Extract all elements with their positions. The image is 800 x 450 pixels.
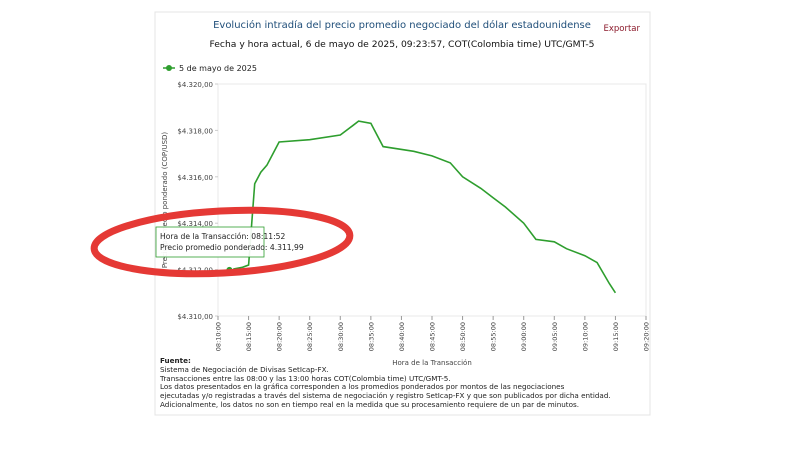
x-tick-label: 08:25:00 — [306, 322, 314, 351]
y-tick-label: $4.320,00 — [177, 81, 213, 89]
x-tick-label: 08:10:00 — [215, 322, 223, 351]
price-line — [229, 120, 617, 294]
x-tick-label: 08:30:00 — [337, 322, 345, 351]
note-line: ejecutadas y/o registradas a través del … — [160, 391, 611, 401]
y-tick-label: $4.314,00 — [177, 220, 213, 228]
export-link[interactable]: Exportar — [603, 24, 640, 34]
legend-label: 5 de mayo de 2025 — [179, 64, 257, 73]
x-tick-label: 09:05:00 — [551, 322, 559, 351]
y-axis-label: Precio promedio ponderado (COP/USD) — [161, 132, 169, 269]
x-tick-label: 08:20:00 — [276, 322, 284, 351]
x-tick-label: 08:55:00 — [490, 322, 498, 351]
note-line: Adicionalmente, los datos no son en tiem… — [160, 399, 580, 409]
y-tick-label: $4.318,00 — [177, 127, 213, 135]
note-line: Sistema de Negociación de Divisas SetIca… — [160, 364, 329, 374]
notes: Fuente: Sistema de Negociación de Divisa… — [160, 356, 611, 410]
x-tick-label: 08:15:00 — [245, 322, 253, 351]
x-tick-label: 09:15:00 — [612, 322, 620, 351]
tooltip-box — [155, 226, 265, 258]
x-tick-label: 09:10:00 — [581, 322, 589, 351]
tooltip-line: Hora de la Transacción: 08:11:52 — [160, 232, 286, 241]
note-line: Transacciones entre las 08:00 y las 13:0… — [160, 373, 451, 383]
tooltip-line: Precio promedio ponderado: 4.311,99 — [160, 243, 304, 252]
chart-subtitle: Fecha y hora actual, 6 de mayo de 2025, … — [209, 39, 594, 50]
chart-title: Evolución intradía del precio promedio n… — [213, 19, 591, 31]
note-line: Los datos presentados en la gráfica corr… — [160, 382, 565, 392]
x-tick-label: 09:20:00 — [643, 322, 651, 351]
x-tick-label: 08:45:00 — [429, 322, 437, 351]
y-tick-label: $4.316,00 — [177, 174, 213, 182]
x-tick-label: 08:40:00 — [398, 322, 406, 351]
x-tick-label: 08:50:00 — [459, 322, 467, 351]
notes-heading: Fuente: — [160, 356, 191, 365]
y-tick-label: $4.310,00 — [177, 313, 213, 321]
x-tick-label: 08:35:00 — [367, 322, 375, 351]
legend-marker — [166, 65, 172, 71]
x-tick-label: 09:00:00 — [520, 322, 528, 351]
highlight-circle — [90, 206, 354, 278]
x-axis-label: Hora de la Transacción — [392, 359, 472, 367]
